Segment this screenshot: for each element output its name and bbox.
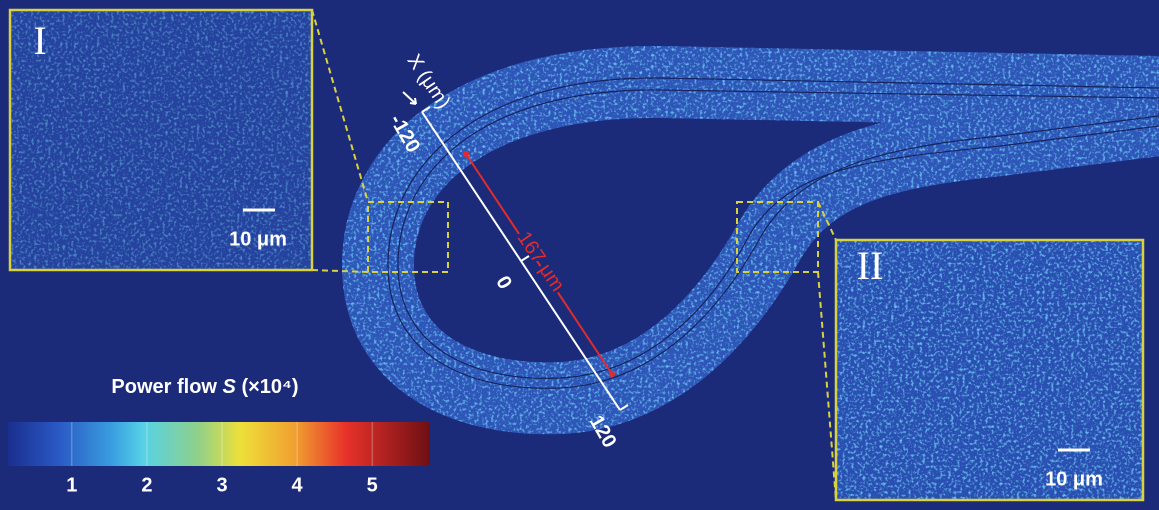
colorbar-scale: (×10⁴) — [241, 376, 298, 398]
figure: I II 10 μm 10 μm X (μm) 167 μm Power flo… — [0, 0, 1159, 510]
colorbar-tick-label: 3 — [216, 474, 227, 496]
inset-label: I — [33, 18, 46, 63]
distance-arrow-head — [609, 371, 615, 377]
colorbar-tick-label: 5 — [367, 474, 378, 496]
scale-bar-label: 10 μm — [229, 228, 287, 250]
colorbar — [8, 422, 430, 466]
scale-bar-label: 10 μm — [1045, 468, 1103, 490]
colorbar-tick-label: 4 — [292, 474, 304, 496]
colorbar-symbol: S — [223, 376, 237, 398]
colorbar-title-text: Power flow — [111, 376, 217, 398]
colorbar-tick-label: 1 — [66, 474, 77, 496]
colorbar-tick-label: 2 — [141, 474, 152, 496]
colorbar-title: Power flow S (×10⁴) — [111, 376, 298, 398]
distance-arrow-head — [463, 151, 469, 157]
inset-label: II — [857, 243, 884, 288]
